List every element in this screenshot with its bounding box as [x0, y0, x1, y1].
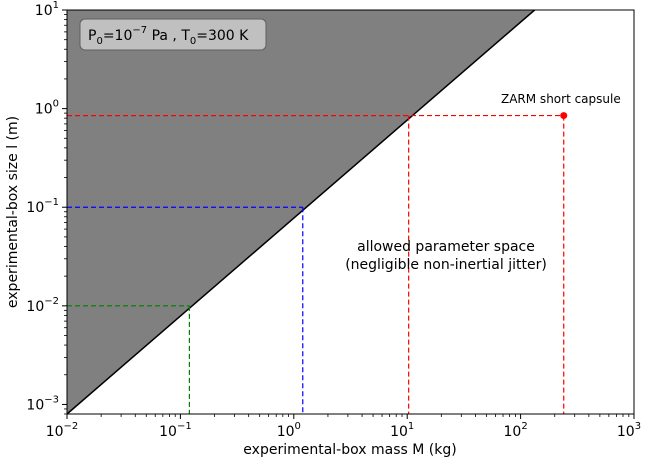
y-tick-label-2: 10−1 — [26, 197, 59, 216]
p-exp: −7 — [132, 25, 147, 36]
x-tick-label-3: 101 — [390, 421, 414, 440]
annotation-line-2: (negligible non-inertial jitter) — [345, 257, 547, 273]
param-legend-box: P0=10−7 Pa , T0=300 K — [79, 18, 267, 51]
p-unit: Pa , T — [147, 28, 190, 44]
y-tick-label-3: 100 — [35, 99, 59, 118]
y-tick-label-1: 10−2 — [26, 296, 59, 315]
zarm-label: ZARM short capsule — [501, 92, 621, 106]
x-axis: 10−2 10−1 100 101 102 103 — [46, 414, 641, 440]
y-axis-label: experimental-box size l (m) — [5, 116, 21, 308]
p-sub: 0 — [96, 36, 102, 47]
p-eq: =10 — [103, 28, 133, 44]
x-tick-label-4: 102 — [503, 421, 527, 440]
zarm-point — [560, 112, 568, 120]
t-sub: 0 — [190, 36, 196, 47]
plot-area: ZARM short capsule P0=10−7 Pa , T0=300 K… — [66, 9, 635, 415]
y-tick-label-4: 101 — [35, 0, 59, 19]
annotation-line-1: allowed parameter space — [357, 239, 535, 255]
param-legend-frame — [79, 18, 267, 51]
x-axis-label: experimental-box mass M (kg) — [243, 442, 456, 458]
x-tick-label-2: 100 — [277, 421, 301, 440]
p-label: P — [88, 28, 96, 44]
t-val: =300 K — [196, 28, 249, 44]
y-tick-label-0: 10−3 — [26, 394, 59, 413]
y-axis: 10−3 10−2 10−1 100 101 — [26, 0, 67, 415]
x-tick-label-1: 10−1 — [159, 421, 192, 440]
param-legend-text: P0=10−7 Pa , T0=300 K — [88, 25, 249, 47]
x-tick-label-5: 103 — [617, 421, 641, 440]
guide-lines — [67, 114, 565, 414]
x-tick-label-0: 10−2 — [46, 421, 79, 440]
boundary-line — [66, 9, 536, 415]
